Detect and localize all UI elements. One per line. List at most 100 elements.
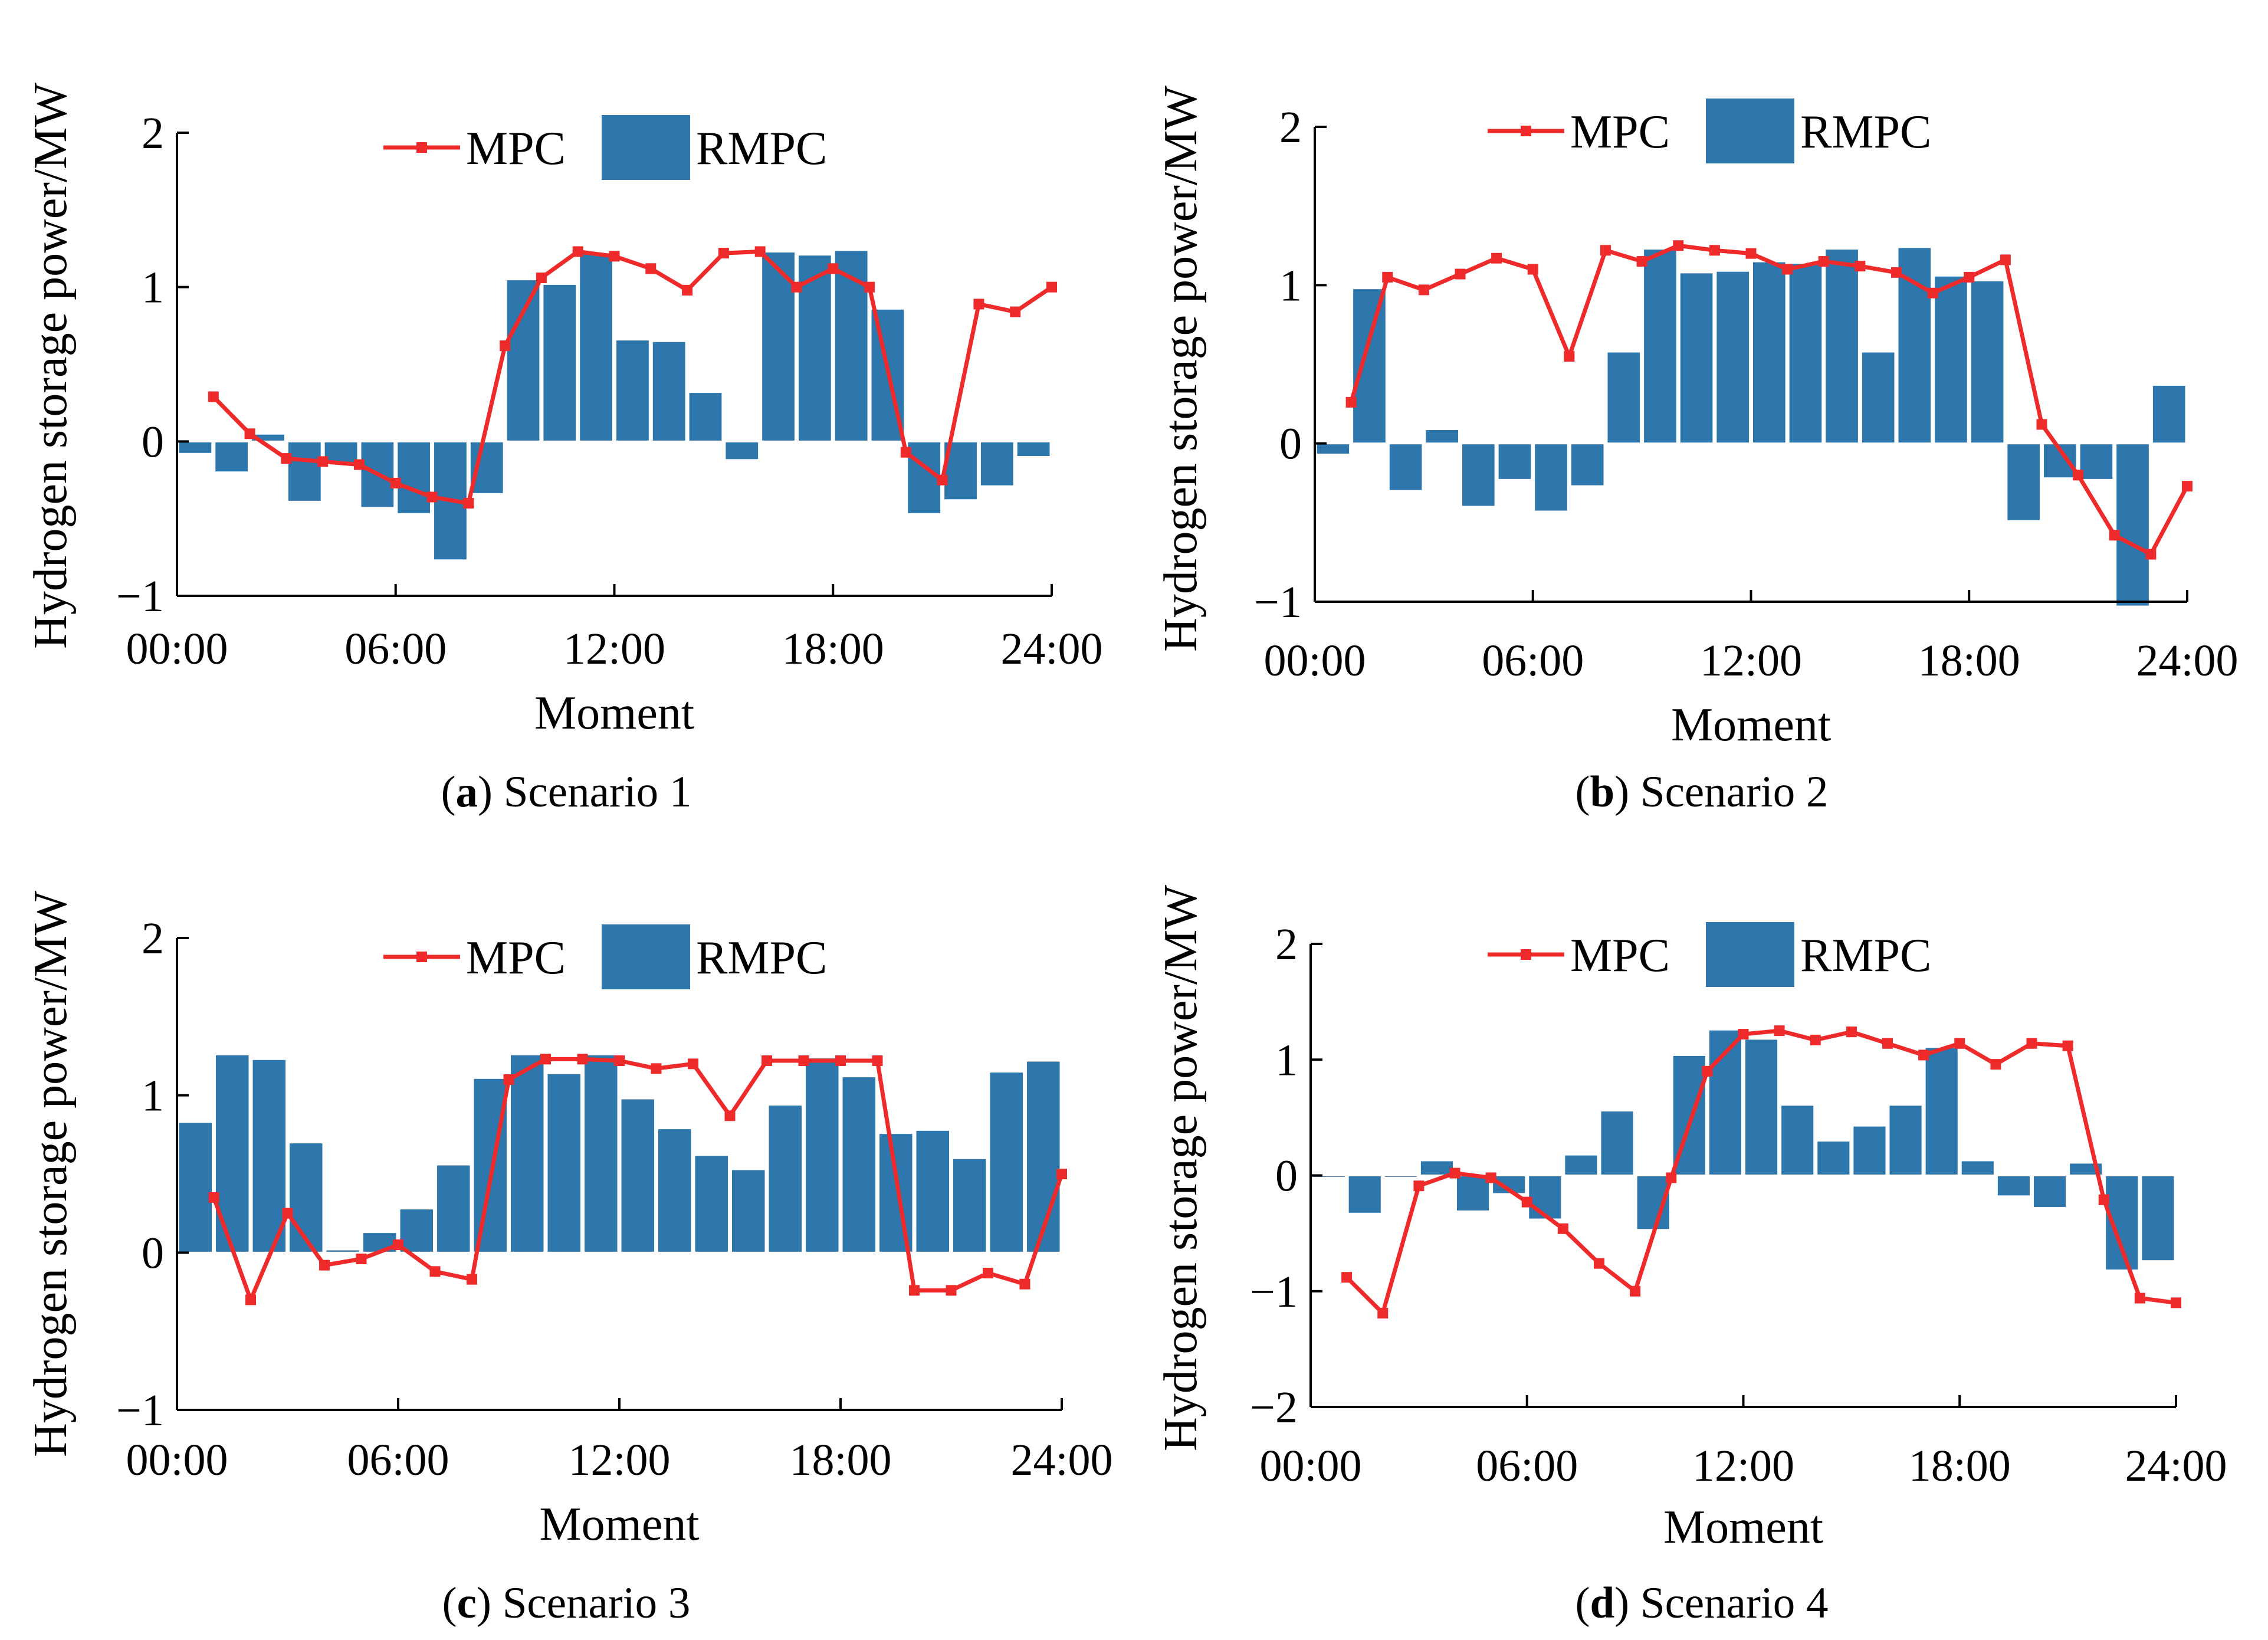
legend-mpc-label: MPC [466, 123, 566, 175]
legend-rmpc-label: RMPC [696, 932, 827, 984]
rmpc-bar [1527, 1175, 1563, 1221]
panel-a: −1 0 1 2 00:00 06:00 12:00 18:00 24:00 Moment Hydr… [0, 0, 1134, 820]
panel-b: −1 0 1 2 00:00 06:00 12:00 18:00 24:00 Moment Hydr… [1134, 0, 2268, 820]
rmpc-bar [2140, 1175, 2176, 1262]
mpc-marker [937, 474, 948, 486]
rmpc-bar [1383, 1175, 1419, 1179]
rmpc-bar [396, 440, 432, 515]
rmpc-bar [2006, 442, 2041, 522]
rmpc-bar [1707, 1028, 1743, 1176]
rmpc-bar [914, 1129, 951, 1254]
y-axis-title: Hydrogen storage power/MW [25, 83, 77, 649]
mpc-marker [1521, 1196, 1532, 1208]
mpc-marker [282, 1208, 293, 1219]
mpc-marker [1673, 240, 1684, 251]
x-tick-label: 24:00 [1010, 1435, 1112, 1485]
mpc-marker [1745, 248, 1757, 259]
mpc-marker [973, 299, 984, 310]
mpc-marker [864, 281, 875, 293]
caption-scenario-4: (d) Scenario 4 [1575, 1579, 1829, 1628]
rmpc-bar [177, 1121, 214, 1254]
x-axis-title: Moment [539, 1498, 699, 1550]
mpc-marker [1702, 1065, 1713, 1077]
y-tick-label: 2 [1279, 103, 1302, 152]
mpc-marker [835, 1055, 846, 1066]
rmpc-bar [509, 1053, 546, 1254]
rmpc-bar [1533, 442, 1569, 513]
caption-scenario-3: (c) Scenario 3 [442, 1579, 691, 1628]
rmpc-bar [1969, 279, 2006, 445]
mpc-marker [2062, 1040, 2073, 1051]
rmpc-bar [951, 1157, 988, 1254]
rmpc-bar [1751, 260, 1787, 445]
mpc-marker [1449, 1167, 1460, 1179]
mpc-marker [1485, 1172, 1496, 1183]
y-axis-title: Hydrogen storage power/MW [1155, 86, 1207, 652]
mpc-marker [208, 1192, 219, 1203]
mpc-marker [1377, 1308, 1389, 1319]
rmpc-bar [324, 1248, 361, 1254]
rmpc-bar [1315, 442, 1351, 455]
rmpc-bar [1671, 1054, 1707, 1176]
rmpc-bar [651, 340, 687, 442]
mpc-marker [1557, 1223, 1568, 1234]
x-tick-label: 18:00 [789, 1435, 891, 1485]
mpc-marker [356, 1254, 367, 1264]
rmpc-bar [1888, 1104, 1924, 1177]
mpc-marker [1882, 1038, 1893, 1049]
mpc-marker [1738, 1029, 1749, 1040]
rmpc-bar [878, 1132, 914, 1254]
mpc-marker [754, 246, 766, 257]
mpc-marker [503, 1074, 514, 1085]
rmpc-bar [214, 440, 250, 474]
panel-c: −1 0 1 2 00:00 06:00 12:00 18:00 24:00 Moment Hydr… [0, 820, 1134, 1640]
mpc-line [212, 249, 1053, 506]
caption-text: Scenario 2 [1640, 767, 1829, 816]
legend-mpc-label: MPC [1570, 106, 1670, 158]
mpc-marker [1341, 1272, 1353, 1283]
mpc-marker [244, 428, 255, 439]
rmpc-bar [1642, 248, 1678, 445]
x-tick-label: 12:00 [1700, 636, 1802, 685]
mpc-marker [2073, 470, 2084, 481]
mpc-marker [1666, 1172, 1677, 1183]
rmpc-bar [1787, 262, 1824, 445]
rmpc-bar [988, 1071, 1025, 1254]
mpc-marker [798, 1055, 809, 1066]
rmpc-bar [693, 1154, 730, 1254]
mpc-marker [1709, 245, 1720, 256]
rmpc-bar [1933, 274, 1969, 445]
legend-rmpc-swatch [602, 115, 690, 180]
caption-tag: b [1590, 767, 1615, 816]
x-tick-label: 18:00 [1909, 1441, 2011, 1491]
mpc-marker [983, 1268, 993, 1278]
y-tick-label: −2 [1250, 1383, 1298, 1432]
y-tick-label: 1 [1279, 261, 1302, 310]
x-tick-label: 06:00 [1476, 1441, 1578, 1491]
mpc-marker [2109, 530, 2120, 541]
mpc-marker [1594, 1258, 1604, 1269]
legend-mpc-marker [416, 142, 427, 153]
rmpc-bar [546, 1072, 582, 1254]
y-tick-label: 0 [1279, 419, 1302, 469]
x-tick-label: 00:00 [126, 624, 228, 674]
y-tick-label: −1 [116, 572, 164, 621]
mpc-marker [2000, 254, 2011, 265]
y-tick-label: 2 [1275, 920, 1298, 969]
mpc-marker [572, 246, 583, 257]
mpc-marker [1630, 1285, 1641, 1297]
mpc-marker [1810, 1034, 1821, 1045]
x-axis-title: Moment [534, 687, 694, 739]
rmpc-bar [1599, 1110, 1635, 1177]
rmpc-bar [398, 1208, 435, 1254]
rmpc-bar [2078, 442, 2115, 481]
mpc-marker [1964, 271, 1975, 283]
mpc-marker [1774, 1025, 1785, 1037]
mpc-marker [2036, 419, 2047, 430]
rmpc-bar [1015, 440, 1052, 458]
chart-scenario-3: −1 0 1 2 00:00 06:00 12:00 18:00 24:00 Moment Hydr… [25, 891, 1113, 1550]
rmpc-bar [730, 1168, 767, 1254]
mpc-marker [900, 447, 911, 458]
mpc-marker [1046, 281, 1057, 293]
